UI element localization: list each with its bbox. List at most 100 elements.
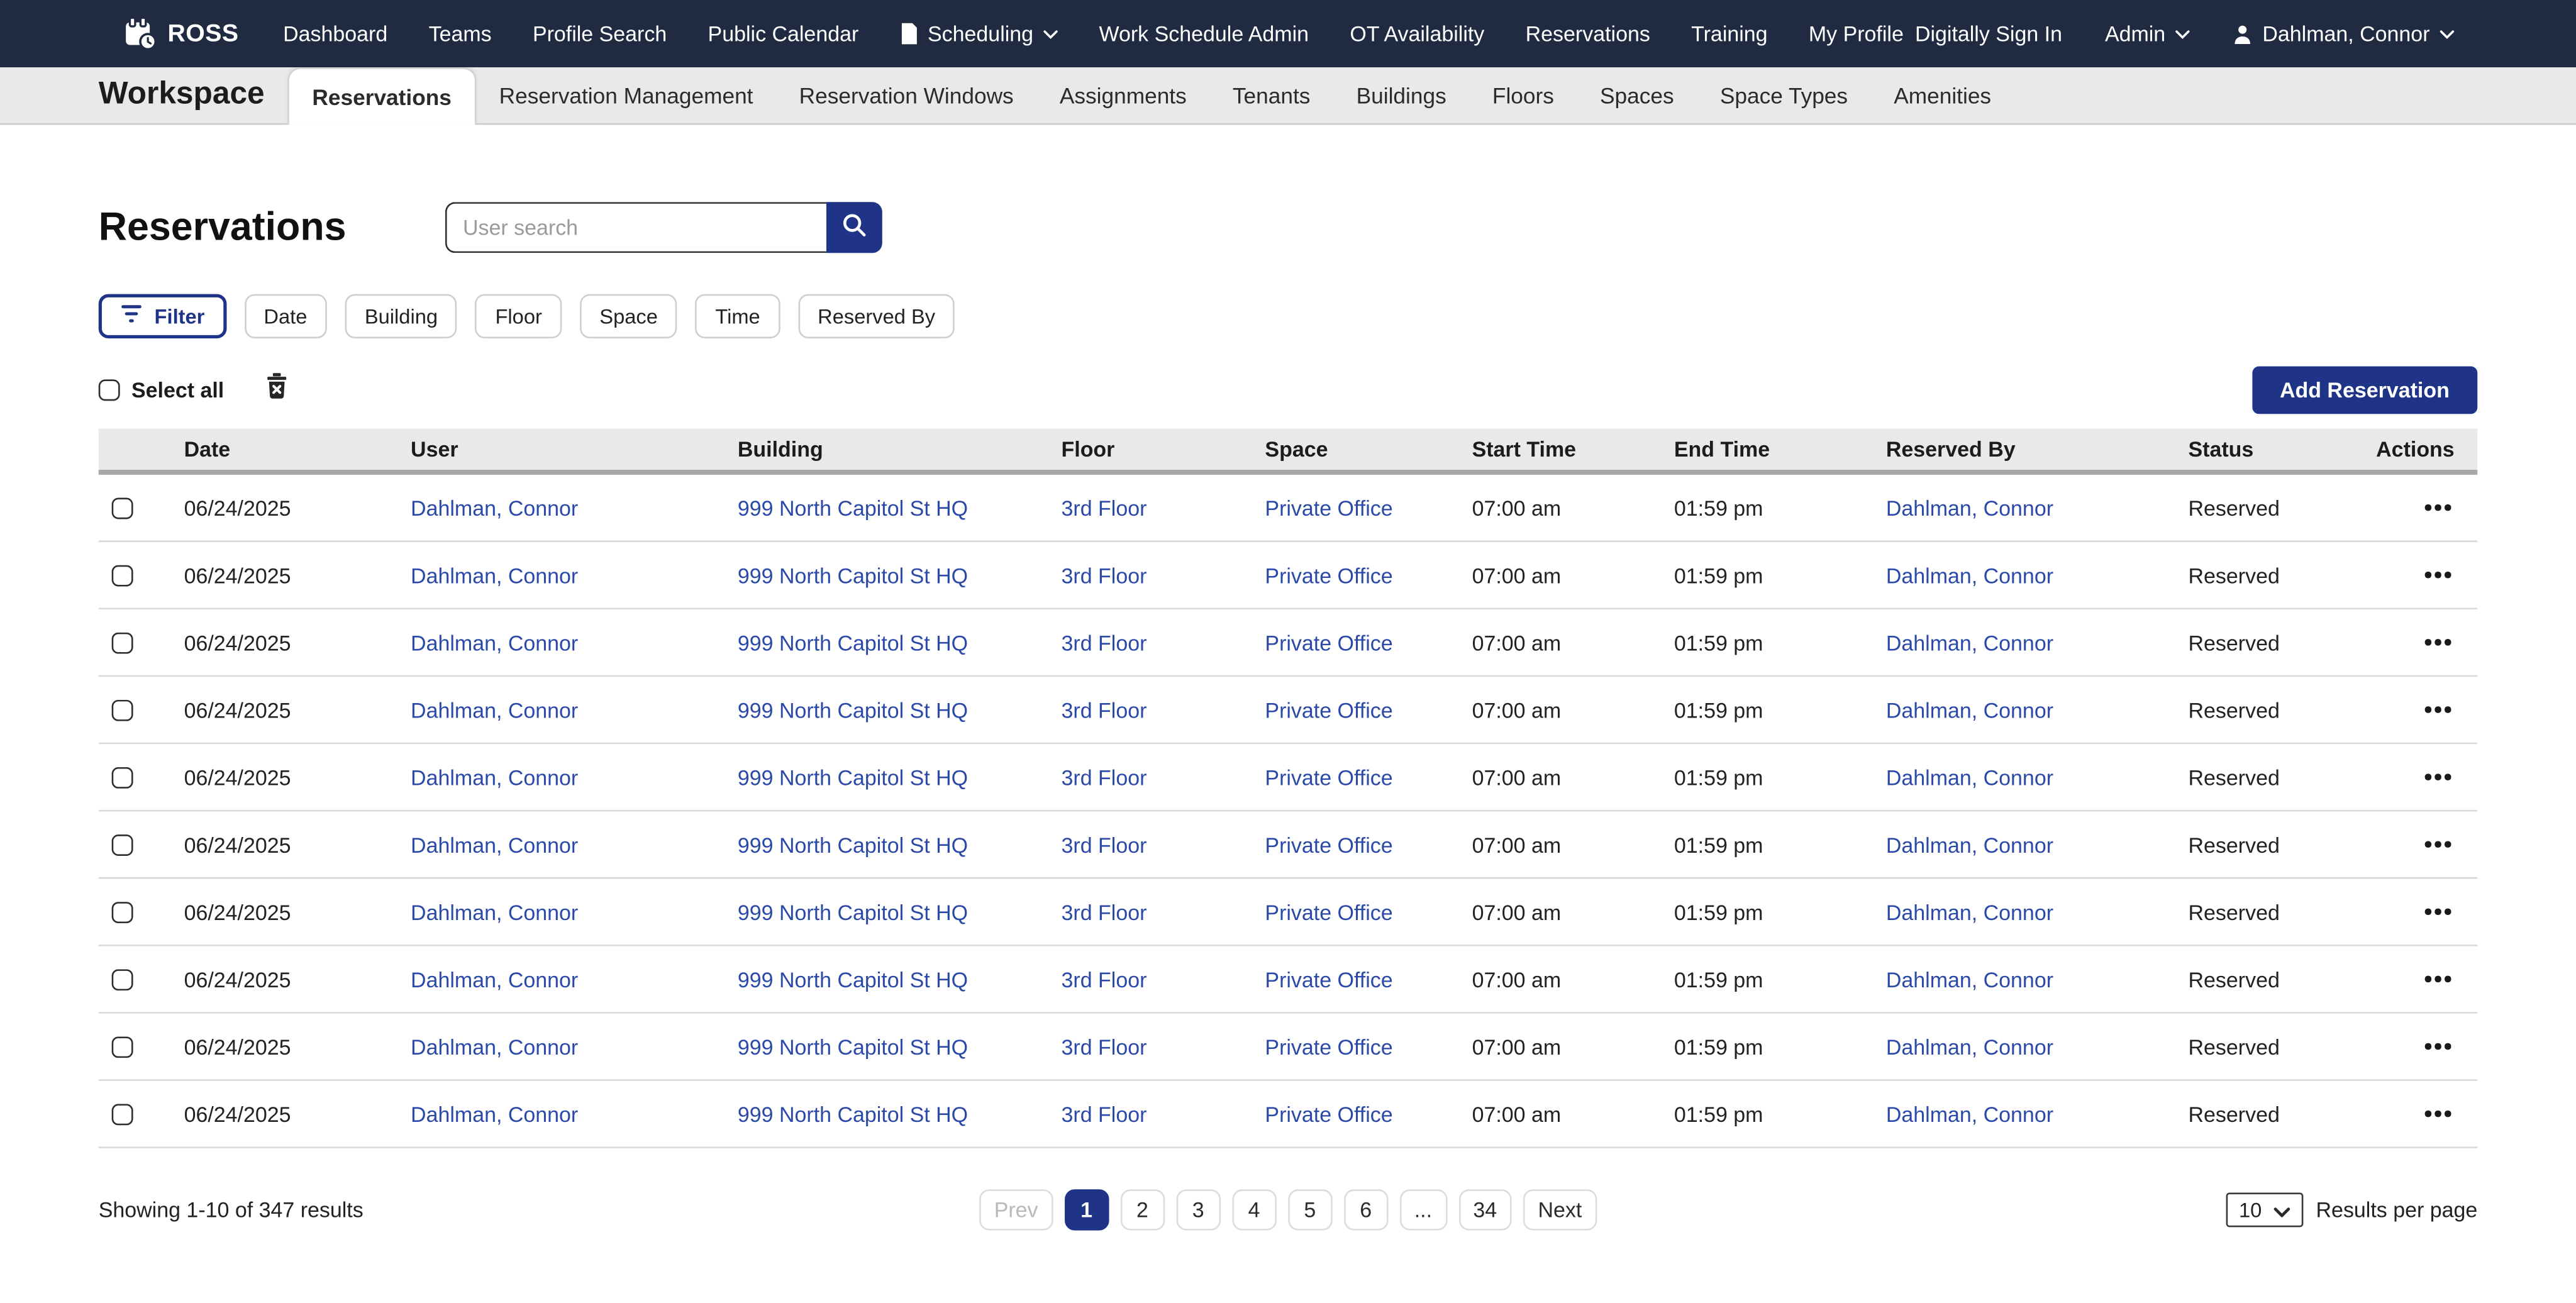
next-page-button[interactable]: Next — [1523, 1189, 1597, 1231]
user-cell[interactable]: Dahlman, Connor — [411, 562, 579, 587]
row-actions-kebab-icon[interactable] — [2422, 498, 2455, 517]
add-reservation-button[interactable]: Add Reservation — [2251, 366, 2478, 414]
row-actions-kebab-icon[interactable] — [2422, 565, 2455, 584]
nav-item[interactable]: My Profile — [1809, 21, 1904, 46]
user-cell[interactable]: Dahlman, Connor — [411, 899, 579, 924]
row-checkbox[interactable] — [111, 833, 133, 855]
user-cell[interactable]: Dahlman, Connor — [411, 495, 579, 520]
space-cell[interactable]: Private Office — [1265, 832, 1393, 857]
user-cell[interactable]: Dahlman, Connor — [411, 629, 579, 655]
search-input[interactable] — [445, 202, 826, 253]
workspace-tab[interactable]: Floors — [1492, 82, 1554, 108]
app-logo[interactable]: ROSS — [123, 16, 239, 51]
nav-item[interactable]: Training — [1691, 21, 1767, 46]
workspace-tab[interactable]: Spaces — [1600, 82, 1674, 108]
page-button[interactable]: 3 — [1175, 1189, 1221, 1231]
filter-chip[interactable]: Reserved By — [797, 294, 955, 339]
nav-item[interactable]: Dahlman, Connor — [2233, 21, 2455, 46]
workspace-tab[interactable]: Buildings — [1356, 82, 1446, 108]
nav-item[interactable]: Admin — [2105, 21, 2190, 46]
search-button[interactable] — [826, 202, 882, 253]
space-cell[interactable]: Private Office — [1265, 697, 1393, 723]
space-cell[interactable]: Private Office — [1265, 899, 1393, 924]
floor-cell[interactable]: 3rd Floor — [1061, 967, 1147, 992]
row-actions-kebab-icon[interactable] — [2422, 1104, 2455, 1123]
reserved-by-cell[interactable]: Dahlman, Connor — [1885, 562, 2054, 587]
workspace-tab[interactable]: Tenants — [1232, 82, 1311, 108]
select-all-checkbox[interactable] — [98, 379, 120, 401]
row-checkbox[interactable] — [111, 1103, 133, 1125]
nav-item[interactable]: Profile Search — [533, 21, 667, 46]
floor-cell[interactable]: 3rd Floor — [1061, 1034, 1147, 1059]
nav-item[interactable]: OT Availability — [1350, 21, 1484, 46]
results-per-page-select[interactable]: 10 — [2226, 1192, 2303, 1228]
floor-cell[interactable]: 3rd Floor — [1061, 832, 1147, 857]
row-actions-kebab-icon[interactable] — [2422, 902, 2455, 921]
row-actions-kebab-icon[interactable] — [2422, 1037, 2455, 1056]
space-cell[interactable]: Private Office — [1265, 495, 1393, 520]
space-cell[interactable]: Private Office — [1265, 562, 1393, 587]
filter-chip[interactable]: Time — [696, 294, 780, 339]
building-cell[interactable]: 999 North Capitol St HQ — [737, 562, 969, 587]
row-checkbox[interactable] — [111, 564, 133, 586]
reserved-by-cell[interactable]: Dahlman, Connor — [1885, 832, 2054, 857]
reserved-by-cell[interactable]: Dahlman, Connor — [1885, 1034, 2054, 1059]
reserved-by-cell[interactable]: Dahlman, Connor — [1885, 495, 2054, 520]
building-cell[interactable]: 999 North Capitol St HQ — [737, 1034, 969, 1059]
user-cell[interactable]: Dahlman, Connor — [411, 967, 579, 992]
nav-item[interactable]: Work Schedule Admin — [1099, 21, 1309, 46]
reserved-by-cell[interactable]: Dahlman, Connor — [1885, 697, 2054, 723]
delete-selected-button[interactable] — [267, 373, 288, 408]
floor-cell[interactable]: 3rd Floor — [1061, 629, 1147, 655]
row-checkbox[interactable] — [111, 699, 133, 721]
space-cell[interactable]: Private Office — [1265, 967, 1393, 992]
building-cell[interactable]: 999 North Capitol St HQ — [737, 629, 969, 655]
row-actions-kebab-icon[interactable] — [2422, 633, 2455, 652]
workspace-tab[interactable]: Reservation Management — [499, 82, 753, 108]
row-actions-kebab-icon[interactable] — [2422, 767, 2455, 786]
row-checkbox[interactable] — [111, 1036, 133, 1057]
filter-chip[interactable]: Floor — [475, 294, 562, 339]
reserved-by-cell[interactable]: Dahlman, Connor — [1885, 899, 2054, 924]
reserved-by-cell[interactable]: Dahlman, Connor — [1885, 967, 2054, 992]
workspace-tab[interactable]: Reservations — [287, 67, 477, 125]
floor-cell[interactable]: 3rd Floor — [1061, 562, 1147, 587]
building-cell[interactable]: 999 North Capitol St HQ — [737, 765, 969, 790]
page-ellipsis[interactable]: ... — [1399, 1189, 1447, 1231]
floor-cell[interactable]: 3rd Floor — [1061, 697, 1147, 723]
row-checkbox[interactable] — [111, 497, 133, 519]
reserved-by-cell[interactable]: Dahlman, Connor — [1885, 629, 2054, 655]
filter-chip[interactable]: Building — [345, 294, 458, 339]
row-actions-kebab-icon[interactable] — [2422, 700, 2455, 719]
filter-chip[interactable]: Space — [579, 294, 678, 339]
reserved-by-cell[interactable]: Dahlman, Connor — [1885, 765, 2054, 790]
building-cell[interactable]: 999 North Capitol St HQ — [737, 495, 969, 520]
prev-page-button[interactable]: Prev — [979, 1189, 1053, 1231]
nav-item[interactable]: Teams — [429, 21, 492, 46]
user-cell[interactable]: Dahlman, Connor — [411, 1034, 579, 1059]
user-cell[interactable]: Dahlman, Connor — [411, 832, 579, 857]
nav-item[interactable]: Public Calendar — [708, 21, 859, 46]
floor-cell[interactable]: 3rd Floor — [1061, 495, 1147, 520]
space-cell[interactable]: Private Office — [1265, 765, 1393, 790]
building-cell[interactable]: 999 North Capitol St HQ — [737, 899, 969, 924]
nav-item[interactable]: Reservations — [1526, 21, 1650, 46]
row-checkbox[interactable] — [111, 631, 133, 653]
nav-item[interactable]: Dashboard — [283, 21, 387, 46]
nav-item[interactable]: Digitally Sign In — [1915, 21, 2062, 46]
floor-cell[interactable]: 3rd Floor — [1061, 899, 1147, 924]
workspace-tab[interactable]: Space Types — [1719, 82, 1848, 108]
page-button[interactable]: 4 — [1231, 1189, 1277, 1231]
nav-item[interactable]: Scheduling — [900, 21, 1058, 46]
space-cell[interactable]: Private Office — [1265, 629, 1393, 655]
workspace-tab[interactable]: Assignments — [1059, 82, 1187, 108]
space-cell[interactable]: Private Office — [1265, 1034, 1393, 1059]
building-cell[interactable]: 999 North Capitol St HQ — [737, 1101, 969, 1126]
page-button[interactable]: 34 — [1458, 1189, 1512, 1231]
building-cell[interactable]: 999 North Capitol St HQ — [737, 697, 969, 723]
workspace-tab[interactable]: Amenities — [1894, 82, 1992, 108]
page-button[interactable]: 2 — [1120, 1189, 1165, 1231]
page-button[interactable]: 5 — [1287, 1189, 1333, 1231]
row-checkbox[interactable] — [111, 766, 133, 788]
user-cell[interactable]: Dahlman, Connor — [411, 765, 579, 790]
